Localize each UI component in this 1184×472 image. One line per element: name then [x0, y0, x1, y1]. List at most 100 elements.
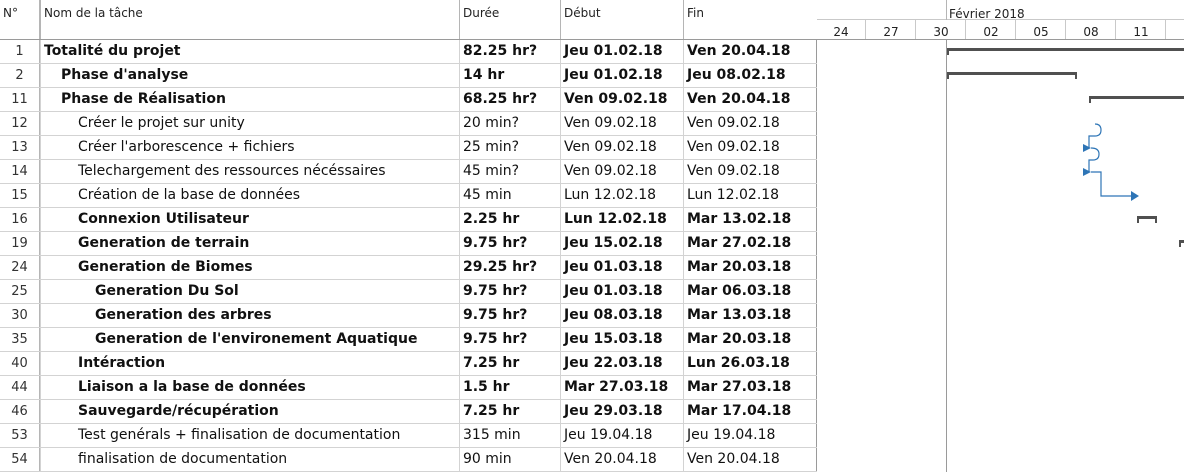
task-duration[interactable]: 1.5 hr	[459, 376, 560, 399]
task-row[interactable]: 40 Intéraction 7.25 hr Jeu 22.03.18 Lun 26.0…	[0, 352, 817, 376]
task-name[interactable]: Connexion Utilisateur	[40, 208, 459, 231]
task-duration[interactable]: 9.75 hr?	[459, 304, 560, 327]
task-duration[interactable]: 9.75 hr?	[459, 280, 560, 303]
task-duration[interactable]: 315 min	[459, 424, 560, 447]
task-start[interactable]: Jeu 01.03.18	[560, 280, 683, 303]
task-duration[interactable]: 9.75 hr?	[459, 328, 560, 351]
summary-bar-project[interactable]	[947, 48, 1184, 51]
task-name[interactable]: Création de la base de données	[40, 184, 459, 207]
task-row[interactable]: 14 Telechargement des ressources nécéssai…	[0, 160, 817, 184]
column-header-id[interactable]: N°	[0, 0, 40, 39]
task-name[interactable]: Generation de l'environement Aquatique	[40, 328, 459, 351]
task-duration[interactable]: 9.75 hr?	[459, 232, 560, 255]
task-row[interactable]: 13 Créer l'arborescence + fichiers 25 min?…	[0, 136, 817, 160]
task-duration[interactable]: 7.25 hr	[459, 400, 560, 423]
task-start[interactable]: Ven 09.02.18	[560, 88, 683, 111]
task-duration[interactable]: 25 min?	[459, 136, 560, 159]
task-row[interactable]: 25 Generation Du Sol 9.75 hr? Jeu 01.03.18 M…	[0, 280, 817, 304]
task-end[interactable]: Mar 13.03.18	[683, 304, 817, 327]
task-row[interactable]: 12 Créer le projet sur unity 20 min? Ven 09…	[0, 112, 817, 136]
task-duration[interactable]: 7.25 hr	[459, 352, 560, 375]
task-start[interactable]: Jeu 22.03.18	[560, 352, 683, 375]
task-start[interactable]: Jeu 01.02.18	[560, 40, 683, 63]
task-start[interactable]: Jeu 19.04.18	[560, 424, 683, 447]
task-name[interactable]: Generation de Biomes	[40, 256, 459, 279]
task-name[interactable]: Créer le projet sur unity	[40, 112, 459, 135]
task-name[interactable]: Intéraction	[40, 352, 459, 375]
task-name[interactable]: finalisation de documentation	[40, 448, 459, 471]
task-end[interactable]: Mar 06.03.18	[683, 280, 817, 303]
summary-bar-realisation-start-cap[interactable]	[1089, 96, 1091, 103]
task-id[interactable]: 54	[0, 448, 40, 471]
task-name[interactable]: Test genérals + finalisation de document…	[40, 424, 459, 447]
column-header-duration[interactable]: Durée	[459, 0, 560, 39]
column-header-start[interactable]: Début	[560, 0, 683, 39]
task-name[interactable]: Generation de terrain	[40, 232, 459, 255]
task-row[interactable]: 1 Totalité du projet 82.25 hr? Jeu 01.02.18…	[0, 40, 817, 64]
summary-bar-analysis-start-cap[interactable]	[947, 72, 949, 79]
task-duration[interactable]: 90 min	[459, 448, 560, 471]
task-start[interactable]: Lun 12.02.18	[560, 184, 683, 207]
task-start[interactable]: Ven 09.02.18	[560, 112, 683, 135]
summary-bar-terrain-start-cap[interactable]	[1179, 240, 1181, 247]
task-row[interactable]: 2 Phase d'analyse 14 hr Jeu 01.02.18 Jeu 08.…	[0, 64, 817, 88]
task-id[interactable]: 30	[0, 304, 40, 327]
task-end[interactable]: Mar 20.03.18	[683, 256, 817, 279]
task-start[interactable]: Lun 12.02.18	[560, 208, 683, 231]
task-name[interactable]: Totalité du projet	[40, 40, 459, 63]
task-end[interactable]: Lun 12.02.18	[683, 184, 817, 207]
task-duration[interactable]: 20 min?	[459, 112, 560, 135]
task-id[interactable]: 44	[0, 376, 40, 399]
summary-bar-analysis[interactable]	[947, 72, 1077, 75]
task-id[interactable]: 35	[0, 328, 40, 351]
task-row[interactable]: 44 Liaison a la base de données 1.5 hr Mar …	[0, 376, 817, 400]
task-duration[interactable]: 68.25 hr?	[459, 88, 560, 111]
task-id[interactable]: 19	[0, 232, 40, 255]
task-end[interactable]: Lun 26.03.18	[683, 352, 817, 375]
task-start[interactable]: Jeu 01.03.18	[560, 256, 683, 279]
task-id[interactable]: 12	[0, 112, 40, 135]
task-row[interactable]: 35 Generation de l'environement Aquatique…	[0, 328, 817, 352]
task-name[interactable]: Phase d'analyse	[40, 64, 459, 87]
summary-bar-terrain[interactable]	[1179, 240, 1184, 243]
task-row[interactable]: 30 Generation des arbres 9.75 hr? Jeu 08.03…	[0, 304, 817, 328]
task-name[interactable]: Telechargement des ressources nécéssaire…	[40, 160, 459, 183]
task-duration[interactable]: 45 min	[459, 184, 560, 207]
task-start[interactable]: Ven 09.02.18	[560, 136, 683, 159]
task-name[interactable]: Phase de Réalisation	[40, 88, 459, 111]
task-id[interactable]: 13	[0, 136, 40, 159]
task-end[interactable]: Ven 09.02.18	[683, 136, 817, 159]
task-end[interactable]: Ven 20.04.18	[683, 40, 817, 63]
task-id[interactable]: 46	[0, 400, 40, 423]
task-id[interactable]: 53	[0, 424, 40, 447]
task-duration[interactable]: 14 hr	[459, 64, 560, 87]
task-id[interactable]: 14	[0, 160, 40, 183]
task-id[interactable]: 40	[0, 352, 40, 375]
summary-bar-connexion[interactable]	[1137, 216, 1157, 219]
task-row[interactable]: 19 Generation de terrain 9.75 hr? Jeu 15.02…	[0, 232, 817, 256]
column-header-end[interactable]: Fin	[683, 0, 817, 39]
task-end[interactable]: Ven 20.04.18	[683, 448, 817, 471]
summary-bar-connexion-end-cap[interactable]	[1155, 216, 1157, 223]
summary-bar-project-start-cap[interactable]	[947, 48, 949, 55]
task-end[interactable]: Mar 17.04.18	[683, 400, 817, 423]
task-end[interactable]: Jeu 19.04.18	[683, 424, 817, 447]
task-id[interactable]: 2	[0, 64, 40, 87]
task-name[interactable]: Créer l'arborescence + fichiers	[40, 136, 459, 159]
task-end[interactable]: Ven 20.04.18	[683, 88, 817, 111]
summary-bar-analysis-end-cap[interactable]	[1075, 72, 1077, 79]
task-name[interactable]: Liaison a la base de données	[40, 376, 459, 399]
task-end[interactable]: Ven 09.02.18	[683, 160, 817, 183]
summary-bar-connexion-start-cap[interactable]	[1137, 216, 1139, 223]
task-end[interactable]: Mar 27.03.18	[683, 376, 817, 399]
task-duration[interactable]: 29.25 hr?	[459, 256, 560, 279]
task-end[interactable]: Mar 20.03.18	[683, 328, 817, 351]
task-id[interactable]: 16	[0, 208, 40, 231]
task-duration[interactable]: 45 min?	[459, 160, 560, 183]
task-id[interactable]: 11	[0, 88, 40, 111]
summary-bar-realisation[interactable]	[1089, 96, 1184, 99]
task-row[interactable]: 24 Generation de Biomes 29.25 hr? Jeu 01.03…	[0, 256, 817, 280]
task-id[interactable]: 24	[0, 256, 40, 279]
task-start[interactable]: Jeu 29.03.18	[560, 400, 683, 423]
task-duration[interactable]: 2.25 hr	[459, 208, 560, 231]
